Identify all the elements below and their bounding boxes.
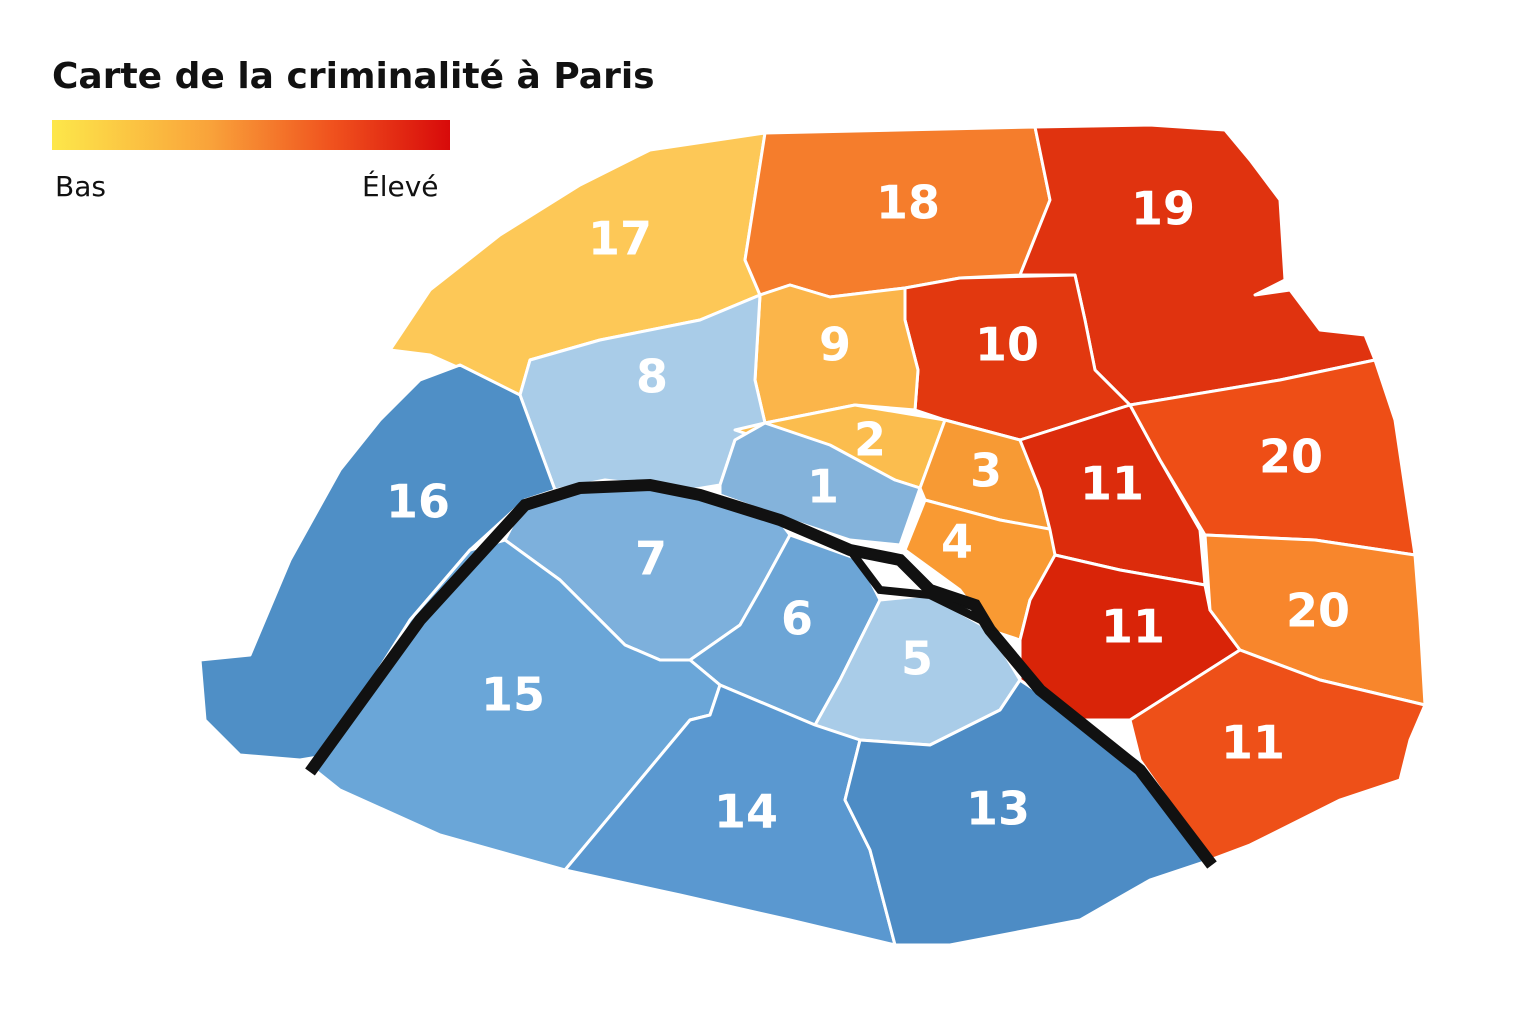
district-label: 8 — [636, 350, 668, 404]
district-label: 11 — [1080, 457, 1144, 511]
district — [198, 363, 557, 762]
district-label: 15 — [481, 668, 545, 722]
district-label: 1 — [807, 460, 839, 514]
district-label: 2 — [854, 413, 886, 467]
district-label: 7 — [635, 532, 667, 586]
district-label: 11 — [1101, 600, 1165, 654]
district-label: 20 — [1259, 430, 1323, 484]
district-label: 4 — [941, 515, 973, 569]
district — [718, 421, 922, 547]
district-label: 10 — [975, 318, 1039, 372]
district — [563, 683, 897, 947]
legend-gradient — [52, 120, 450, 150]
district-label: 5 — [901, 632, 933, 686]
legend-low: Bas — [55, 170, 106, 203]
district-label: 9 — [819, 318, 851, 372]
district-label: 6 — [781, 592, 813, 646]
river-island — [840, 544, 996, 632]
district-label: 3 — [970, 444, 1002, 498]
title: Carte de la criminalité à Paris — [52, 56, 655, 97]
district-label: 16 — [386, 475, 450, 529]
district-label: 18 — [876, 176, 940, 230]
district-label: 14 — [714, 785, 778, 839]
district-label: 20 — [1286, 584, 1350, 638]
district-label: 13 — [966, 782, 1030, 836]
district-label: 17 — [588, 212, 652, 266]
district-label: 11 — [1221, 716, 1285, 770]
district-label: 19 — [1131, 182, 1195, 236]
legend-high: Élevé — [362, 170, 439, 203]
